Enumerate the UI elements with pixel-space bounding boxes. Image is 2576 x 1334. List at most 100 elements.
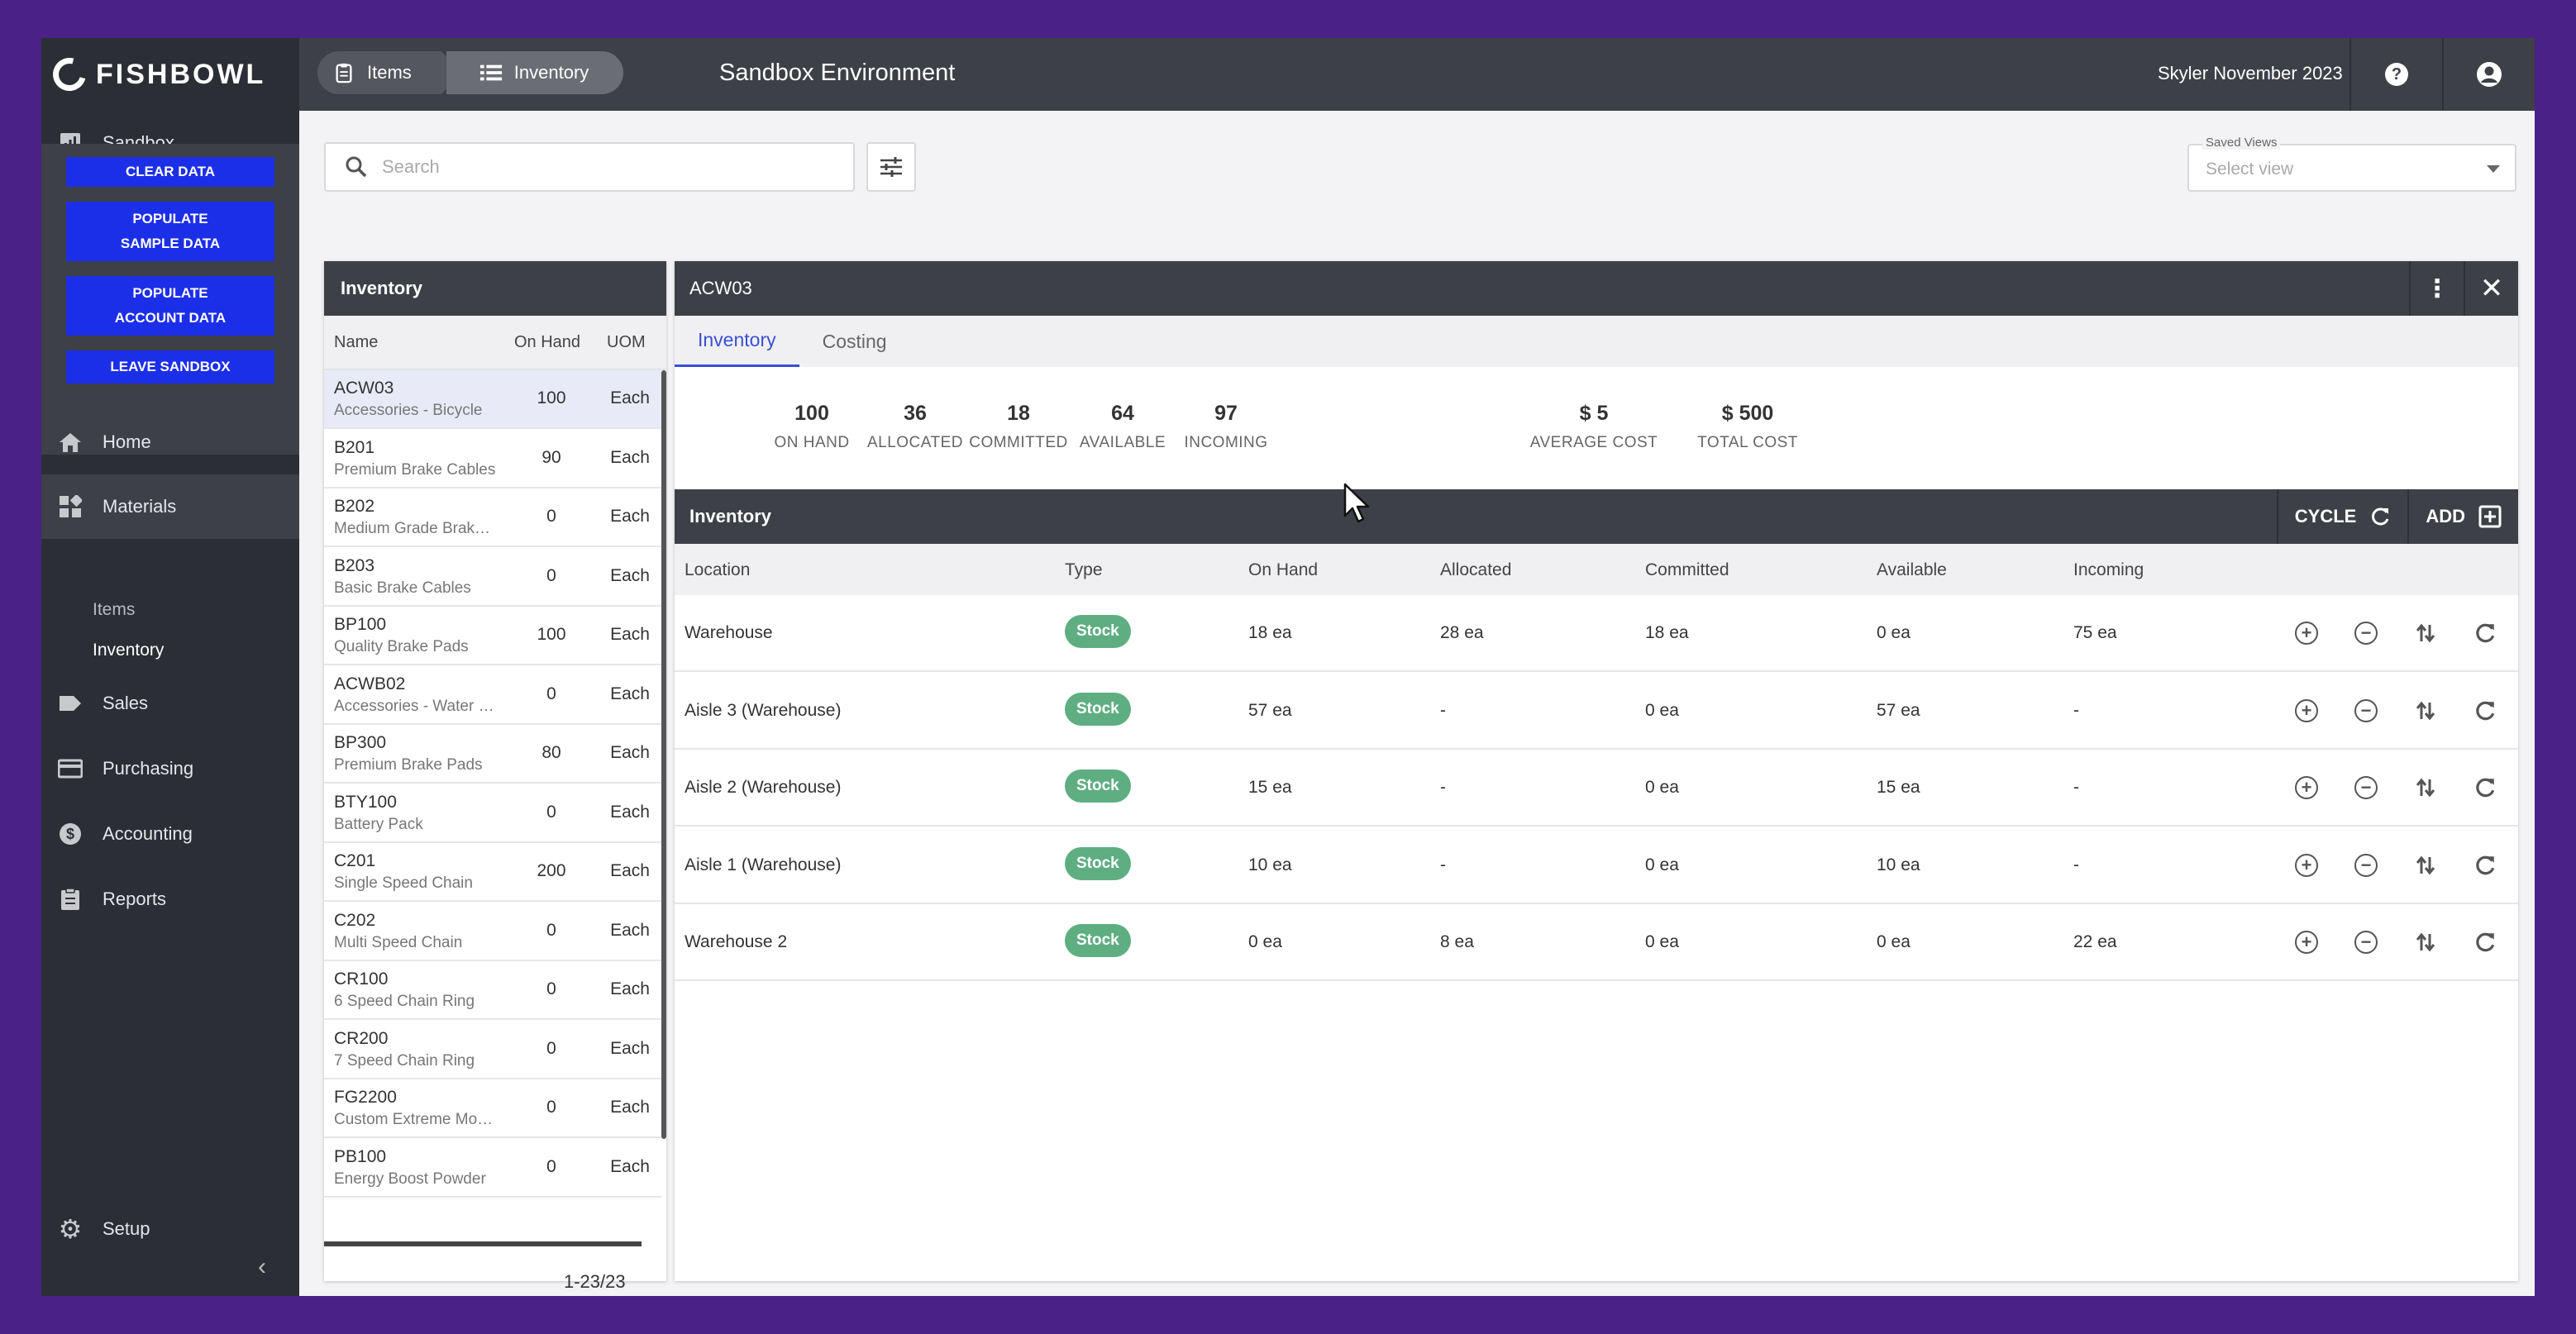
transfer-arrows-button[interactable]: [2412, 929, 2439, 955]
breadcrumb-items[interactable]: Items: [317, 51, 461, 94]
add-circle-button[interactable]: +: [2293, 774, 2320, 801]
column-incoming[interactable]: Incoming: [2073, 560, 2144, 579]
top-bar: FISHBOWL Items Inventory Sandbox Environ…: [41, 38, 2535, 111]
saved-views-select[interactable]: Saved Views Select view: [2187, 136, 2516, 192]
leave-sandbox-button[interactable]: LEAVE SANDBOX: [66, 350, 274, 384]
item-name: C202: [334, 910, 376, 930]
filter-button[interactable]: [866, 142, 916, 192]
cell-allocated: -: [1440, 700, 1446, 720]
account-button[interactable]: [2442, 38, 2535, 111]
list-item[interactable]: BP100 Quality Brake Pads 100 Each: [324, 607, 661, 665]
horizontal-scrollbar[interactable]: [324, 1241, 642, 1246]
cycle-count-button[interactable]: [2472, 620, 2498, 646]
list-item[interactable]: BTY100 Battery Pack 0 Each: [324, 784, 661, 843]
sidebar-item-purchasing[interactable]: Purchasing: [41, 736, 299, 801]
tab-costing[interactable]: Costing: [822, 330, 887, 352]
populate-account-data-button[interactable]: POPULATE ACCOUNT DATA: [66, 276, 274, 336]
list-item[interactable]: C201 Single Speed Chain 200 Each: [324, 843, 661, 902]
stat-label: ON HAND: [774, 434, 850, 451]
remove-circle-button[interactable]: −: [2353, 698, 2379, 724]
list-item[interactable]: ACWB02 Accessories - Water Bottle 0 Each: [324, 666, 661, 725]
list-item[interactable]: BP300 Premium Brake Pads 80 Each: [324, 725, 661, 784]
transfer-arrows-button[interactable]: [2412, 698, 2439, 724]
pagination-count: 1-23/23: [564, 1271, 626, 1292]
table-row[interactable]: Aisle 1 (Warehouse) Stock 10 ea - 0 ea 10 ea -…: [675, 827, 2518, 904]
remove-circle-button[interactable]: −: [2353, 929, 2379, 955]
add-circle-button[interactable]: +: [2293, 620, 2320, 646]
stat-average-cost: $ 5 AVERAGE COST: [1511, 402, 1677, 452]
more-options-button[interactable]: ⋮: [2409, 261, 2464, 316]
add-circle-button[interactable]: +: [2293, 698, 2320, 724]
cycle-button[interactable]: CYCLE: [2276, 489, 2408, 544]
add-button[interactable]: ADD: [2407, 489, 2518, 544]
list-item[interactable]: B202 Medium Grade Brake Cables 0 Each: [324, 488, 661, 547]
sidebar-item-materials[interactable]: Materials: [41, 474, 299, 539]
cycle-count-button[interactable]: [2472, 698, 2498, 724]
table-row[interactable]: Aisle 2 (Warehouse) Stock 15 ea - 0 ea 15 ea -…: [675, 750, 2518, 827]
column-available[interactable]: Available: [1877, 560, 1947, 579]
column-uom[interactable]: UOM: [607, 332, 646, 351]
column-on-hand[interactable]: On Hand: [1248, 560, 1319, 579]
column-allocated[interactable]: Allocated: [1440, 560, 1512, 579]
collapse-sidebar-icon[interactable]: ‹: [258, 1253, 266, 1280]
status-badge: Stock: [1065, 846, 1131, 880]
column-location[interactable]: Location: [685, 560, 751, 579]
cell-incoming: -: [2073, 855, 2079, 874]
column-type[interactable]: Type: [1065, 560, 1103, 579]
more-vert-icon: ⋮: [2425, 274, 2450, 303]
list-item[interactable]: C202 Multi Speed Chain 0 Each: [324, 903, 661, 961]
sidebar-item-home[interactable]: Home: [41, 410, 299, 474]
tab-inventory[interactable]: Inventory: [675, 316, 799, 367]
transfer-arrows-button[interactable]: [2412, 620, 2439, 646]
column-name[interactable]: Name: [334, 332, 379, 351]
search-box[interactable]: Search: [324, 142, 855, 192]
add-circle-button[interactable]: +: [2293, 929, 2320, 955]
sidebar-item-reports[interactable]: Reports: [41, 867, 299, 931]
logo[interactable]: FISHBOWL: [41, 38, 299, 111]
list-item[interactable]: CR100 6 Speed Chain Ring 0 Each: [324, 961, 661, 1020]
remove-circle-button[interactable]: −: [2353, 620, 2379, 646]
cell-incoming: 22 ea: [2073, 932, 2117, 951]
clear-data-button[interactable]: CLEAR DATA: [66, 157, 274, 187]
transfer-arrows-button[interactable]: [2412, 774, 2439, 801]
list-item[interactable]: FG2200 Custom Extreme Mountain Bike 0 Each: [324, 1079, 661, 1138]
sidebar-subitem-inventory[interactable]: Inventory: [93, 641, 165, 660]
stat-label: COMMITTED: [969, 434, 1068, 451]
remove-circle-icon: −: [2354, 622, 2378, 645]
cycle-count-button[interactable]: [2472, 852, 2498, 879]
cell-on-hand: 15 ea: [1248, 778, 1292, 797]
table-row[interactable]: Warehouse 2 Stock 0 ea 8 ea 0 ea 0 ea 22 ea + −: [675, 904, 2518, 981]
cycle-count-button[interactable]: [2472, 929, 2498, 955]
table-row[interactable]: Aisle 3 (Warehouse) Stock 57 ea - 0 ea 57 ea -…: [675, 673, 2518, 750]
user-name[interactable]: Skyler November 2023: [2158, 63, 2343, 83]
cycle-count-button[interactable]: [2472, 774, 2498, 801]
transfer-arrows-button[interactable]: [2412, 852, 2439, 879]
item-uom: Each: [610, 743, 650, 762]
sidebar-item-setup[interactable]: ⚙ Setup: [41, 1197, 299, 1261]
breadcrumb-inventory-label: Inventory: [513, 62, 589, 83]
vertical-scrollbar[interactable]: [661, 370, 666, 1139]
add-circle-button[interactable]: +: [2293, 852, 2320, 879]
column-on-hand[interactable]: On Hand: [514, 332, 581, 351]
help-button[interactable]: ?: [2349, 38, 2442, 111]
sidebar-item-accounting[interactable]: $ Accounting: [41, 802, 299, 866]
list-item[interactable]: ACW03 Accessories - Bicycle 100 Each: [324, 370, 661, 429]
remove-circle-button[interactable]: −: [2353, 774, 2379, 801]
stat-label: AVAILABLE: [1079, 434, 1166, 451]
item-description: Accessories - Bicycle: [334, 402, 483, 419]
list-item[interactable]: B203 Basic Brake Cables 0 Each: [324, 548, 661, 607]
populate-sample-data-button[interactable]: POPULATE SAMPLE DATA: [66, 202, 274, 261]
list-item[interactable]: CR200 7 Speed Chain Ring 0 Each: [324, 1021, 661, 1079]
status-badge: Stock: [1065, 924, 1131, 957]
list-item[interactable]: B201 Premium Brake Cables 90 Each: [324, 430, 661, 488]
table-row[interactable]: Warehouse Stock 18 ea 28 ea 18 ea 0 ea 75 ea + −: [675, 595, 2518, 672]
column-committed[interactable]: Committed: [1645, 560, 1729, 579]
breadcrumb-inventory[interactable]: Inventory: [446, 51, 624, 94]
remove-circle-button[interactable]: −: [2353, 852, 2379, 879]
stat-label: AVERAGE COST: [1529, 434, 1658, 451]
close-button[interactable]: ✕: [2464, 261, 2518, 316]
sidebar-subitem-items[interactable]: Items: [93, 600, 136, 619]
list-item[interactable]: PB100 Energy Boost Powder 0 Each: [324, 1139, 661, 1198]
sidebar-item-sales[interactable]: Sales: [41, 671, 299, 736]
item-description: Energy Boost Powder: [334, 1170, 486, 1188]
